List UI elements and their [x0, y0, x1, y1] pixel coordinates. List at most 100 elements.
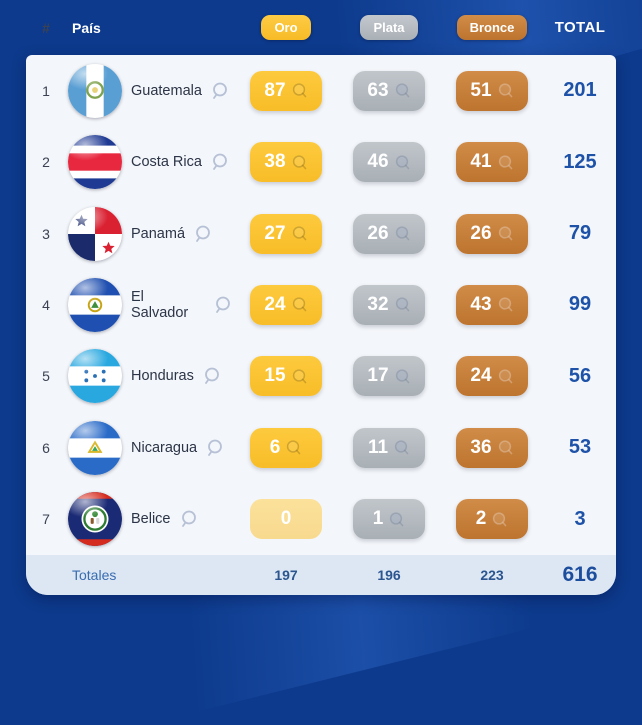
country-name: Belice: [131, 511, 171, 528]
silver-count: 32: [367, 293, 389, 315]
rank-value: 5: [42, 368, 50, 385]
medal-magnifier-icon: [394, 225, 411, 242]
flag-nicaragua-icon: [68, 420, 122, 475]
flag-costa-rica-icon: [68, 135, 122, 190]
medal-magnifier-icon: [291, 82, 308, 99]
gold-medal-pill[interactable]: 6: [250, 427, 322, 468]
totals-gold: 197: [274, 567, 298, 583]
medal-magnifier-icon: [285, 439, 302, 456]
gold-medal-pill[interactable]: 24: [250, 284, 322, 325]
bronze-medal-pill[interactable]: 51: [456, 70, 528, 111]
medal-magnifier-icon: [497, 225, 514, 242]
country-name: Guatemala: [131, 82, 202, 99]
total-value: 125: [563, 150, 597, 173]
gold-medal-pill[interactable]: 87: [250, 70, 322, 111]
totals-bronze: 223: [480, 567, 504, 583]
table-row: 6 Nicaragua 6 11 36 53: [26, 412, 616, 483]
country-name: Nicaragua: [131, 439, 198, 456]
rank-value: 1: [42, 82, 50, 99]
gold-count: 24: [264, 293, 286, 315]
gold-count: 87: [264, 79, 286, 101]
medal-magnifier-icon: [394, 154, 411, 171]
total-value: 201: [563, 79, 597, 102]
flag-belize-icon: [68, 492, 122, 547]
search-icon[interactable]: [214, 295, 234, 315]
silver-medal-pill[interactable]: 1: [353, 499, 425, 540]
silver-medal-pill[interactable]: 26: [353, 213, 425, 254]
bronze-medal-pill[interactable]: 26: [456, 213, 528, 254]
search-icon[interactable]: [203, 366, 223, 386]
silver-medal-pill[interactable]: 32: [353, 284, 425, 325]
medal-magnifier-icon: [497, 439, 514, 456]
gold-count: 0: [280, 508, 292, 530]
bronze-column-header[interactable]: Bronce: [456, 15, 528, 40]
flag-honduras-icon: [68, 349, 122, 404]
medal-table-panel: 1 Guatemala 87 63 51 201 2: [26, 55, 616, 595]
silver-count: 11: [367, 436, 389, 458]
silver-medal-pill[interactable]: 11: [353, 427, 425, 468]
country-name: Costa Rica: [131, 154, 202, 171]
table-row: 2 Costa Rica 38 46 41 125: [26, 126, 616, 197]
country-name: Honduras: [131, 368, 194, 385]
bronze-medal-pill[interactable]: 43: [456, 284, 528, 325]
rank-value: 3: [42, 225, 50, 242]
gold-medal-pill[interactable]: 27: [250, 213, 322, 254]
gold-medal-pill[interactable]: 15: [250, 356, 322, 397]
bronze-count: 2: [475, 508, 487, 530]
silver-count: 17: [367, 365, 389, 387]
country-name: Panamá: [131, 225, 186, 242]
medal-magnifier-icon: [394, 296, 411, 313]
totals-silver: 196: [377, 567, 401, 583]
rank-value: 7: [42, 511, 50, 528]
search-icon[interactable]: [194, 224, 214, 244]
medal-magnifier-icon: [497, 154, 514, 171]
bronze-count: 26: [470, 222, 492, 244]
medal-magnifier-icon: [291, 225, 308, 242]
flag-panama-icon: [68, 206, 122, 261]
bronze-medal-pill[interactable]: 24: [456, 356, 528, 397]
table-row: 3 Panamá 27 26 26 79: [26, 198, 616, 269]
gold-count: 27: [264, 222, 286, 244]
medal-magnifier-icon: [388, 511, 405, 528]
search-icon[interactable]: [211, 152, 231, 172]
gold-medal-pill[interactable]: 38: [250, 142, 322, 183]
total-value: 53: [568, 436, 592, 459]
bronze-count: 24: [470, 365, 492, 387]
silver-medal-pill[interactable]: 17: [353, 356, 425, 397]
silver-column-header[interactable]: Plata: [360, 15, 418, 40]
total-value: 79: [568, 222, 592, 245]
total-column-header: TOTAL: [554, 19, 606, 36]
silver-count: 26: [367, 222, 389, 244]
gold-count: 6: [269, 436, 281, 458]
table-row: 4 El Salvador 24 32 43 99: [26, 269, 616, 340]
gold-count: 15: [264, 365, 286, 387]
gold-medal-pill[interactable]: 0: [250, 499, 322, 540]
bronze-medal-pill[interactable]: 36: [456, 427, 528, 468]
medal-magnifier-icon: [497, 368, 514, 385]
medal-magnifier-icon: [394, 82, 411, 99]
silver-count: 63: [367, 79, 389, 101]
bronze-count: 41: [470, 151, 492, 173]
silver-medal-pill[interactable]: 46: [353, 142, 425, 183]
table-row: 1 Guatemala 87 63 51 201: [26, 55, 616, 126]
table-header: # País Oro Plata Bronce TOTAL: [26, 0, 616, 55]
medal-magnifier-icon: [394, 368, 411, 385]
totals-row: Totales 197 196 223 616: [26, 555, 616, 595]
medal-magnifier-icon: [393, 439, 410, 456]
medal-magnifier-icon: [497, 82, 514, 99]
total-value: 99: [568, 293, 592, 316]
bronze-medal-pill[interactable]: 2: [456, 499, 528, 540]
search-icon[interactable]: [180, 509, 200, 529]
rank-column-header: #: [42, 19, 50, 36]
silver-medal-pill[interactable]: 63: [353, 70, 425, 111]
flag-el-salvador-icon: [68, 277, 122, 332]
medal-magnifier-icon: [291, 368, 308, 385]
bronze-count: 43: [470, 293, 492, 315]
gold-column-header[interactable]: Oro: [261, 15, 311, 40]
medal-magnifier-icon: [491, 511, 508, 528]
search-icon[interactable]: [206, 438, 226, 458]
medal-magnifier-icon: [291, 296, 308, 313]
search-icon[interactable]: [211, 81, 231, 101]
totals-total: 616: [562, 563, 598, 586]
bronze-medal-pill[interactable]: 41: [456, 142, 528, 183]
